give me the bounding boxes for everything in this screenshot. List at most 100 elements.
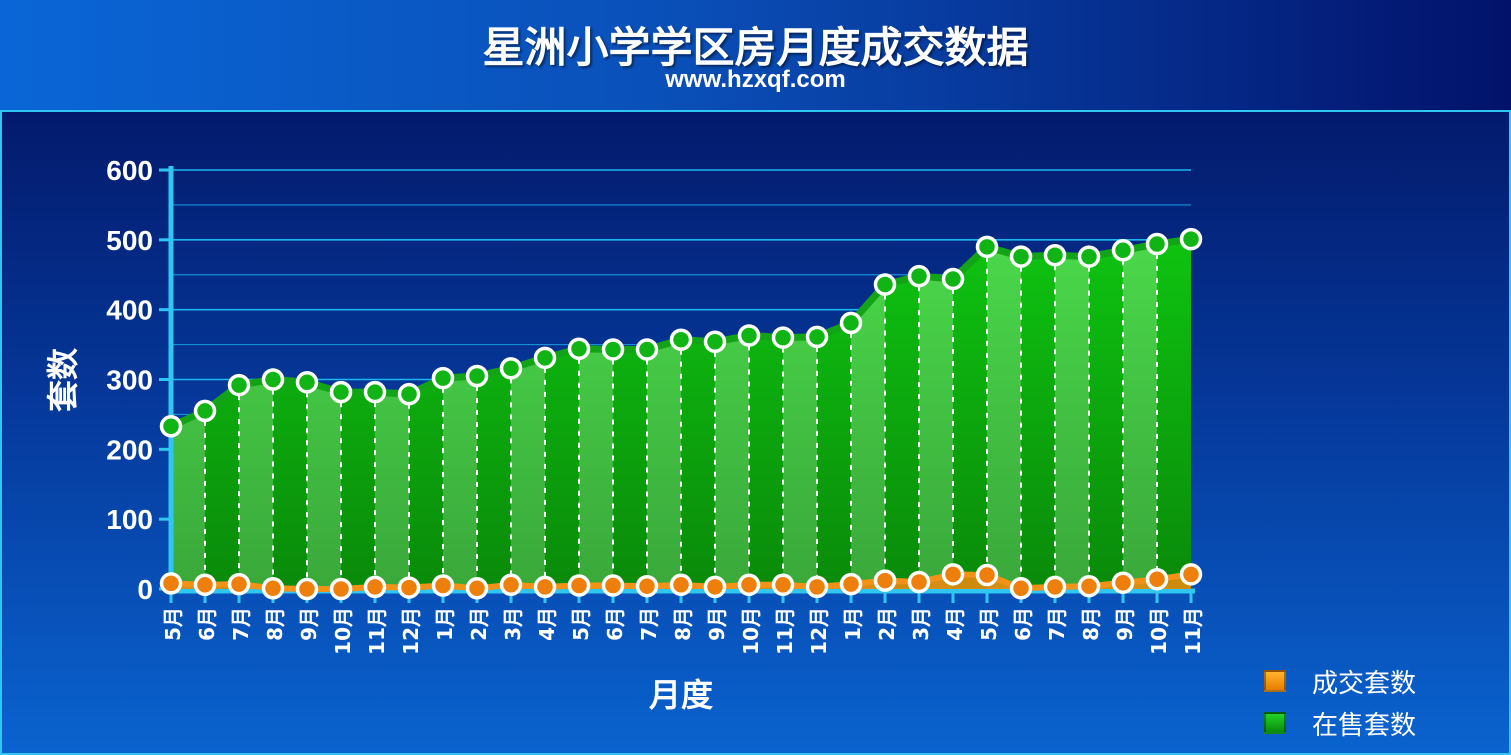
sale-area-band xyxy=(1123,239,1158,589)
y-tick-label: 100 xyxy=(106,504,153,535)
sale-area-band xyxy=(715,239,750,589)
deal-point xyxy=(465,577,489,600)
sale-point xyxy=(499,357,523,380)
sale-area-band xyxy=(171,239,206,589)
page-title: 星洲小学学区房月度成交数据 xyxy=(482,23,1029,72)
sale-area-band xyxy=(647,239,682,589)
sale-point xyxy=(1179,227,1203,251)
deal-point xyxy=(635,574,659,598)
x-tick-label: 3月 xyxy=(909,607,933,641)
x-tick-label: 6月 xyxy=(603,607,627,641)
deal-area xyxy=(171,574,1191,589)
sale-point xyxy=(227,373,251,397)
x-tick-label: 5月 xyxy=(977,607,1001,641)
deal-point xyxy=(805,575,829,599)
sale-area-band xyxy=(919,239,954,589)
deal-point xyxy=(703,575,727,599)
deal-point xyxy=(771,573,795,597)
sale-area-band xyxy=(545,239,580,589)
y-tick-label: 600 xyxy=(106,155,153,186)
y-tick-label: 200 xyxy=(106,434,153,465)
sale-point xyxy=(805,325,829,349)
sale-point xyxy=(873,273,897,296)
legend-swatch-sale xyxy=(1264,712,1286,734)
legend-label-sale: 在售套数 xyxy=(1312,710,1417,741)
sale-point xyxy=(975,235,999,259)
sale-area-band xyxy=(375,239,410,589)
sale-area-band xyxy=(749,239,784,589)
sale-area-band xyxy=(953,239,988,589)
sale-point xyxy=(465,364,489,388)
sale-point xyxy=(1111,239,1135,262)
x-tick-label: 6月 xyxy=(195,607,219,641)
points xyxy=(159,227,1203,601)
sale-area-band xyxy=(851,239,886,589)
page-subtitle: www.hzxqf.com xyxy=(665,66,846,93)
x-tick-label: 1月 xyxy=(841,607,865,641)
deal-point xyxy=(567,574,591,597)
sale-point xyxy=(839,311,863,335)
deal-point xyxy=(669,573,693,597)
x-tick-label: 12月 xyxy=(807,607,831,655)
sale-point xyxy=(431,366,455,390)
sale-area-band xyxy=(1055,239,1090,589)
chart-frame: 0 100 200 300 400 500 600 5月 6月 7月 8月 9月 10月 11月 12月 1月… xyxy=(0,110,1511,755)
x-tick-label: 2月 xyxy=(875,607,899,641)
x-tick-label: 5月 xyxy=(569,607,593,641)
x-tick-label: 10月 xyxy=(739,607,763,655)
x-tick-label: 9月 xyxy=(705,607,729,641)
sale-area xyxy=(169,235,1192,589)
sale-area-band xyxy=(783,239,818,589)
sale-area-band xyxy=(817,239,852,589)
deal-point xyxy=(295,577,319,601)
sale-point xyxy=(1009,245,1033,268)
sale-area-band xyxy=(1021,239,1056,589)
deal-point xyxy=(159,572,183,595)
deal-point xyxy=(601,574,625,597)
x-tick-label: 6月 xyxy=(1011,607,1035,641)
x-tick-label: 7月 xyxy=(229,607,253,641)
deal-point xyxy=(533,575,557,599)
sale-point xyxy=(703,330,727,354)
x-tick-label: 12月 xyxy=(399,607,423,655)
deal-point xyxy=(193,573,217,597)
deal-point xyxy=(329,577,353,601)
sale-point xyxy=(907,264,931,288)
y-axis-title: 套数 xyxy=(44,347,82,412)
sale-point xyxy=(1145,232,1169,256)
sale-point xyxy=(1077,245,1101,268)
deal-point xyxy=(975,563,999,587)
x-tick-label: 4月 xyxy=(943,607,967,641)
deal-point xyxy=(431,574,455,597)
x-axis-title: 月度 xyxy=(649,676,713,714)
deal-point xyxy=(397,576,421,599)
sale-point xyxy=(771,326,795,349)
deal-point xyxy=(737,573,761,597)
x-tick-label: 11月 xyxy=(1181,607,1205,655)
legend-swatch-deal xyxy=(1264,670,1286,692)
deal-point xyxy=(1043,575,1067,599)
sale-point xyxy=(669,328,693,351)
x-tick-label: 1月 xyxy=(433,607,457,641)
deal-point xyxy=(499,573,523,597)
x-tick-label: 9月 xyxy=(297,607,321,641)
x-tick-label: 8月 xyxy=(671,607,695,641)
sale-point xyxy=(1043,243,1067,267)
sale-area-band xyxy=(341,239,376,589)
sale-area-band xyxy=(579,239,614,589)
sale-point xyxy=(397,382,421,406)
x-tick-label: 3月 xyxy=(501,607,525,641)
labels: 0 100 200 300 400 500 600 5月 6月 7月 8月 9月 10月 11月 12月 1月… xyxy=(44,155,1205,714)
x-tick-label: 10月 xyxy=(331,607,355,655)
sale-point xyxy=(193,399,217,423)
area-chart: 0 100 200 300 400 500 600 5月 6月 7月 8月 9月 10月 11月 12月 1月… xyxy=(44,155,1205,714)
deal-point xyxy=(227,572,251,596)
x-tick-label: 7月 xyxy=(1045,607,1069,641)
sale-point xyxy=(329,380,353,404)
sale-point xyxy=(261,368,285,391)
deal-point xyxy=(941,563,965,586)
deal-point xyxy=(839,572,863,596)
deal-point xyxy=(1111,571,1135,594)
sale-area-bands xyxy=(171,239,1191,589)
sale-point xyxy=(635,338,659,361)
